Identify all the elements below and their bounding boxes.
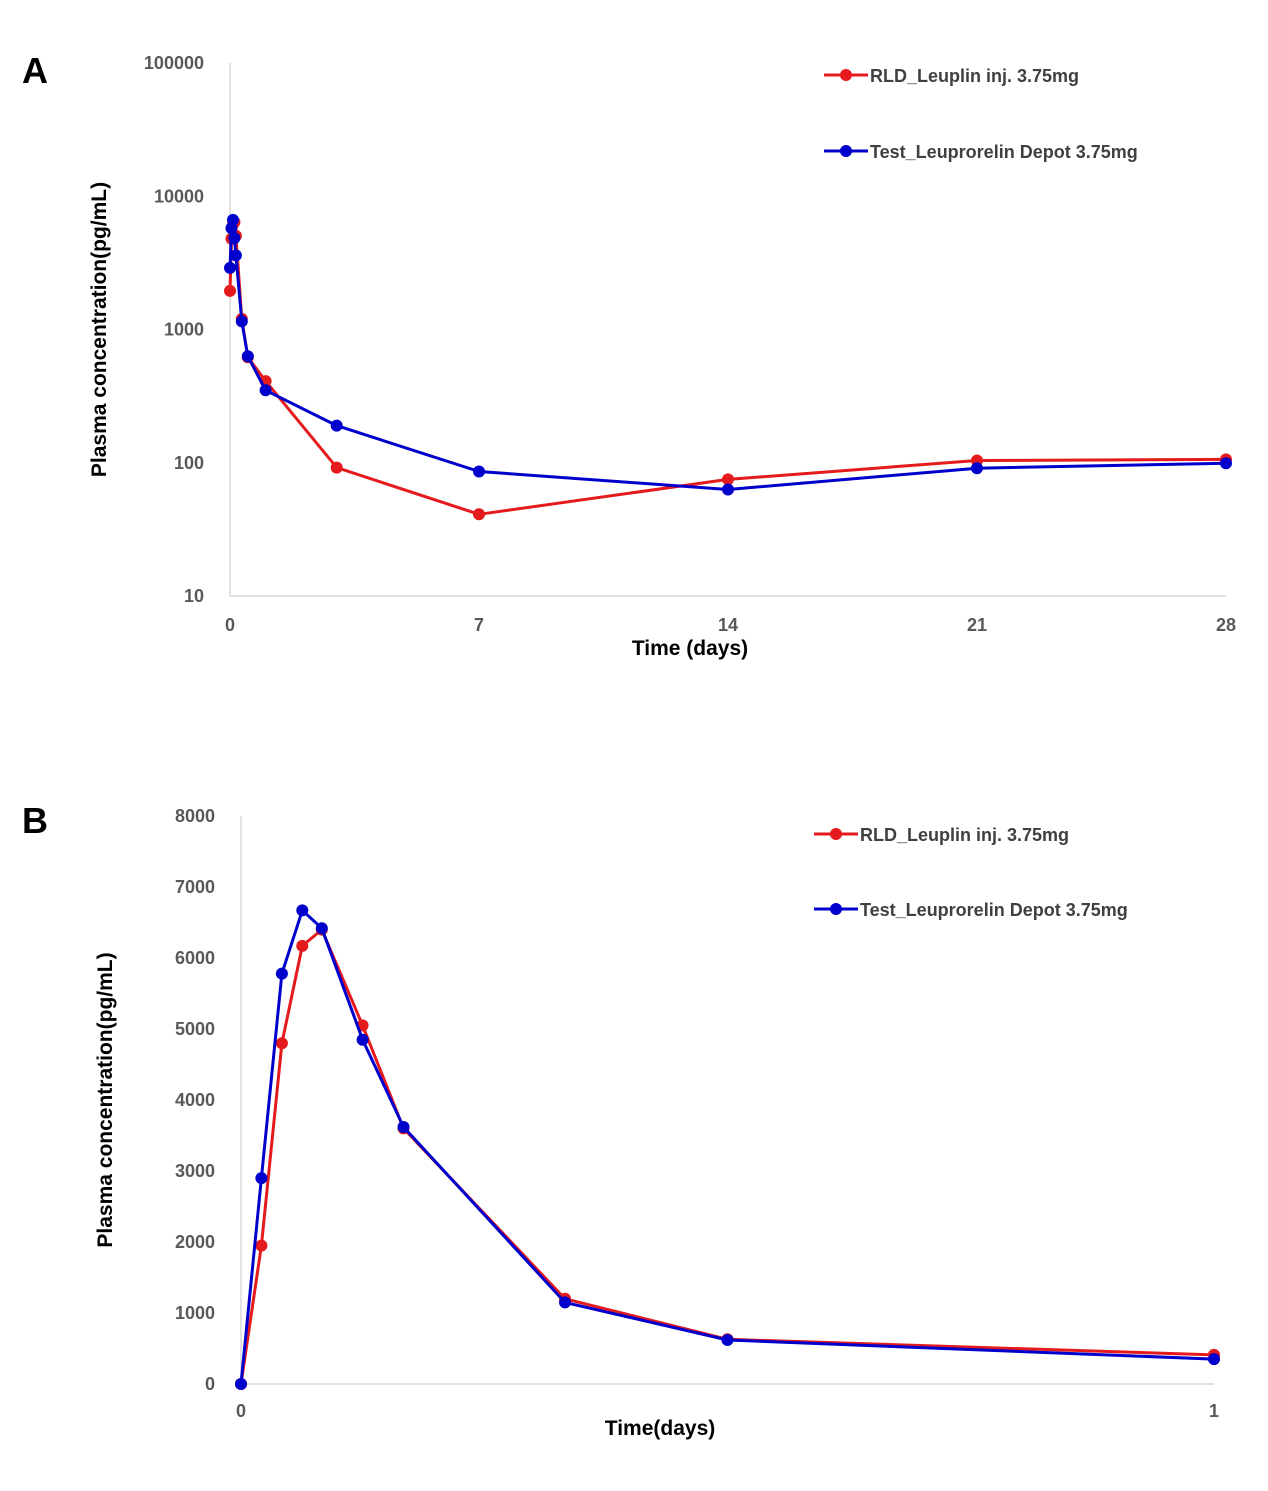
data-point — [722, 473, 734, 486]
data-point — [255, 1172, 268, 1185]
x-tick-label: 7 — [474, 615, 484, 635]
panel-label-a: A — [22, 50, 48, 91]
series-line-1 — [239, 928, 1215, 1385]
y-tick-label: 1000 — [175, 1303, 215, 1323]
data-point — [235, 315, 248, 328]
data-point — [1208, 1353, 1220, 1366]
series-line-2 — [239, 908, 1215, 1385]
data-point — [1220, 457, 1232, 470]
legend-label: Test_Leuprorelin Depot 3.75mg — [860, 900, 1128, 920]
data-point — [241, 350, 254, 363]
data-point — [229, 249, 242, 262]
x-axis-title: Time (days) — [632, 637, 748, 660]
x-tick-label: 0 — [225, 615, 235, 635]
data-point — [255, 1239, 268, 1252]
legend-marker — [830, 828, 842, 840]
y-tick-label: 0 — [205, 1374, 215, 1394]
data-point — [228, 232, 241, 245]
series-line-1 — [228, 220, 1227, 516]
y-tick-label: 100000 — [144, 53, 204, 73]
data-point — [296, 904, 309, 917]
data-point — [259, 384, 272, 397]
chart-a-svg: 10 100 1000 10000 100000 0 7 14 21 28 Time (days) P… — [88, 53, 1236, 660]
y-tick-label: 3000 — [175, 1161, 215, 1181]
legend-marker — [830, 903, 842, 915]
data-point — [275, 967, 288, 980]
y-tick-label: 5000 — [175, 1019, 215, 1039]
data-point — [275, 1037, 288, 1050]
data-point — [722, 483, 734, 496]
data-point — [721, 1334, 734, 1346]
y-tick-label: 1000 — [164, 320, 204, 340]
chart-b-svg: 0 1000 2000 3000 4000 5000 6000 7000 8000 0 1 Time(… — [94, 806, 1220, 1440]
data-point — [397, 1121, 410, 1133]
data-point — [315, 922, 328, 935]
x-tick-label: 0 — [236, 1401, 246, 1421]
legend-label: RLD_Leuplin inj. 3.75mg — [860, 825, 1069, 845]
data-point — [227, 213, 239, 226]
x-tick-label: 1 — [1209, 1401, 1219, 1421]
data-point — [559, 1296, 571, 1309]
data-point — [473, 465, 485, 478]
data-point — [296, 939, 309, 952]
x-tick-label: 21 — [967, 615, 987, 635]
legend-marker — [840, 145, 852, 157]
data-point — [356, 1033, 369, 1046]
series-line-2 — [228, 218, 1227, 491]
y-tick-label: 10000 — [154, 186, 204, 206]
y-tick-label: 2000 — [175, 1232, 215, 1252]
data-point — [971, 462, 983, 475]
x-tick-label: 14 — [718, 615, 738, 635]
legend-label: RLD_Leuplin inj. 3.75mg — [870, 66, 1079, 86]
legend-marker — [840, 69, 852, 81]
panel-label-b: B — [22, 800, 48, 841]
y-tick-label: 6000 — [175, 948, 215, 968]
data-point — [224, 284, 236, 297]
chart-panel-a: A 10 100 1000 10000 100000 0 7 14 21 28 Time (days… — [0, 0, 1268, 700]
data-point — [330, 419, 343, 432]
data-point — [330, 461, 343, 474]
data-point — [473, 508, 485, 521]
chart-panel-b: B 0 1000 2000 3000 4000 5000 6000 7000 8000 0 1 Tim… — [0, 760, 1268, 1491]
x-axis-title: Time(days) — [605, 1417, 716, 1440]
y-tick-label: 4000 — [175, 1090, 215, 1110]
y-tick-label: 10 — [184, 586, 204, 606]
data-point — [224, 261, 236, 274]
x-tick-label: 28 — [1216, 615, 1236, 635]
data-point — [235, 1378, 247, 1390]
y-tick-label: 100 — [174, 453, 204, 473]
y-tick-label: 7000 — [175, 877, 215, 897]
y-axis-title: Plasma concentration(pg/mL) — [94, 952, 117, 1247]
y-axis-title: Plasma concentration(pg/mL) — [88, 182, 111, 477]
y-tick-label: 8000 — [175, 806, 215, 826]
legend-label: Test_Leuprorelin Depot 3.75mg — [870, 142, 1138, 162]
